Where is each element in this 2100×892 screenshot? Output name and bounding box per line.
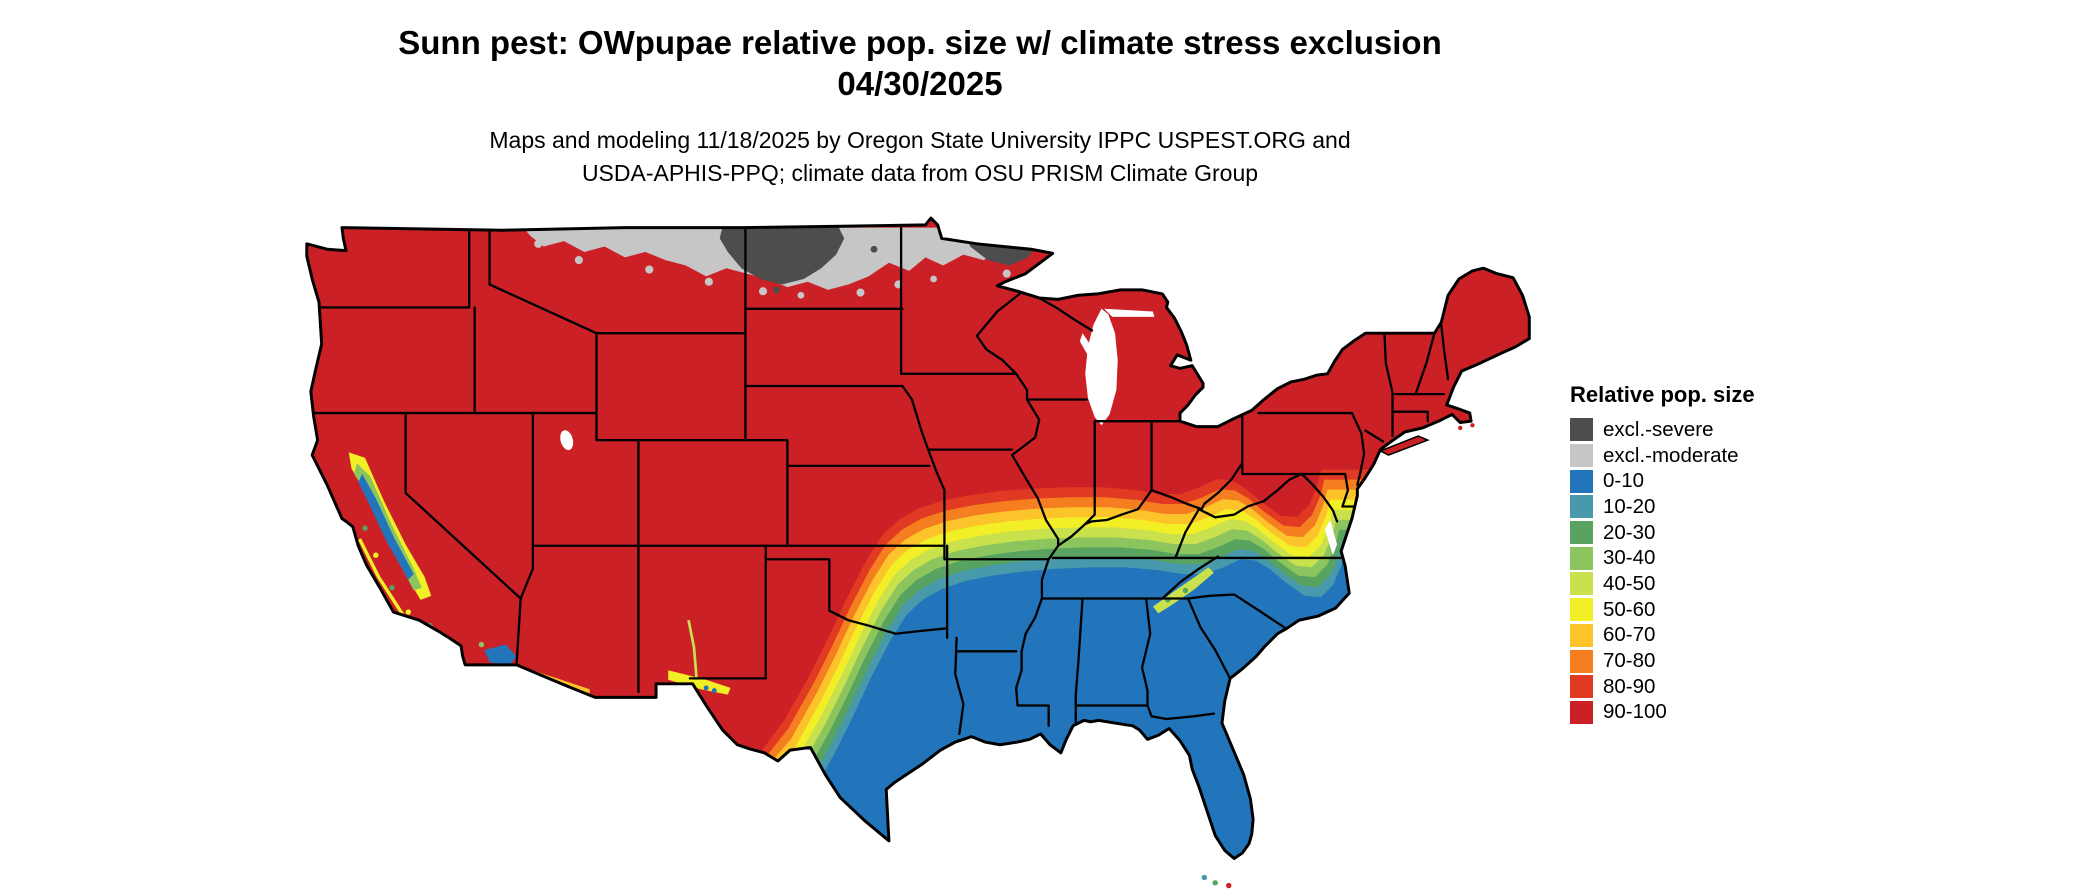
great-salt-lake (560, 430, 574, 451)
legend-items: excl.-severe excl.-moderate 0-10 10-20 20-30… (1570, 417, 1755, 725)
legend-swatch (1570, 700, 1593, 724)
legend-swatch (1570, 623, 1593, 647)
florida-keys-dot (1201, 874, 1208, 881)
legend: Relative pop. size excl.-severe excl.-mod… (1570, 382, 1755, 725)
legend-label: 10-20 (1603, 494, 1656, 518)
legend-label: excl.-moderate (1603, 443, 1739, 467)
legend-swatch (1570, 598, 1593, 622)
nm-speck (711, 688, 717, 694)
map-subtitle-line1: Maps and modeling 11/18/2025 by Oregon S… (489, 127, 1351, 153)
ca-coast-speck (373, 552, 379, 558)
legend-item: 90-100 (1570, 700, 1755, 726)
state-borders (309, 226, 1450, 736)
legend-item: 50-60 (1570, 597, 1755, 623)
legend-label: 60-70 (1603, 623, 1656, 647)
excl-severe-speck (870, 245, 878, 253)
legend-swatch (1570, 546, 1593, 570)
legend-label: 40-50 (1603, 571, 1656, 595)
nantucket (1458, 425, 1463, 431)
map-subtitle: Maps and modeling 11/18/2025 by Oregon S… (0, 124, 1840, 190)
legend-item: 10-20 (1570, 494, 1755, 520)
legend-item: 20-30 (1570, 520, 1755, 546)
map-title-date: 04/30/2025 (837, 65, 1003, 102)
imperial-speck (478, 641, 485, 648)
legend-item: 30-40 (1570, 545, 1755, 571)
legend-swatch (1570, 418, 1593, 442)
legend-item: 60-70 (1570, 623, 1755, 649)
legend-swatch (1570, 649, 1593, 673)
florida-keys-dot (1212, 880, 1218, 886)
appalachia-speck (1182, 587, 1189, 594)
us-map (300, 214, 1532, 891)
legend-item: 70-80 (1570, 648, 1755, 674)
rio-grande-strip (687, 619, 699, 680)
green-bay (1079, 333, 1094, 361)
legend-item: excl.-moderate (1570, 443, 1755, 469)
legend-swatch (1570, 521, 1593, 545)
legend-swatch (1570, 495, 1593, 519)
legend-item: excl.-severe (1570, 417, 1755, 443)
legend-label: 20-30 (1603, 520, 1656, 544)
ca-coast-speck (389, 584, 395, 591)
map-title-line1: Sunn pest: OWpupae relative pop. size w/… (398, 24, 1442, 61)
long-island (1378, 435, 1430, 456)
legend-item: 80-90 (1570, 674, 1755, 700)
ca-coast-speck (405, 609, 412, 615)
excl-severe-region (719, 227, 845, 285)
map-title: Sunn pest: OWpupae relative pop. size w/… (0, 22, 1840, 104)
chesapeake-bay (1324, 520, 1338, 556)
map-subtitle-line2: USDA-APHIS-PPQ; climate data from OSU PR… (581, 160, 1259, 186)
legend-label: 70-80 (1603, 649, 1656, 673)
legend-item: 40-50 (1570, 571, 1755, 597)
central-valley-blue (358, 473, 414, 580)
legend-swatch (1570, 469, 1593, 493)
nm-speck (703, 685, 709, 691)
ca-coast-speck (362, 525, 368, 531)
imperial-valley-blue (484, 644, 517, 667)
legend-label: 30-40 (1603, 546, 1656, 570)
legend-item: 0-10 (1570, 468, 1755, 494)
legend-label: 90-100 (1603, 700, 1667, 724)
lake-michigan (1085, 308, 1118, 426)
legend-label: 0-10 (1603, 469, 1645, 493)
us-map-svg (305, 216, 1531, 889)
legend-swatch (1570, 675, 1593, 699)
legend-swatch (1570, 572, 1593, 596)
marthas-vineyard (1470, 423, 1475, 428)
florida-keys-dot (1226, 882, 1232, 889)
legend-label: 80-90 (1603, 674, 1656, 698)
mackinac-strait (1104, 308, 1155, 317)
legend-swatch (1570, 444, 1593, 468)
excl-severe-speck (773, 286, 780, 294)
legend-title: Relative pop. size (1570, 382, 1755, 407)
legend-label: excl.-severe (1603, 417, 1714, 441)
legend-label: 50-60 (1603, 597, 1656, 621)
